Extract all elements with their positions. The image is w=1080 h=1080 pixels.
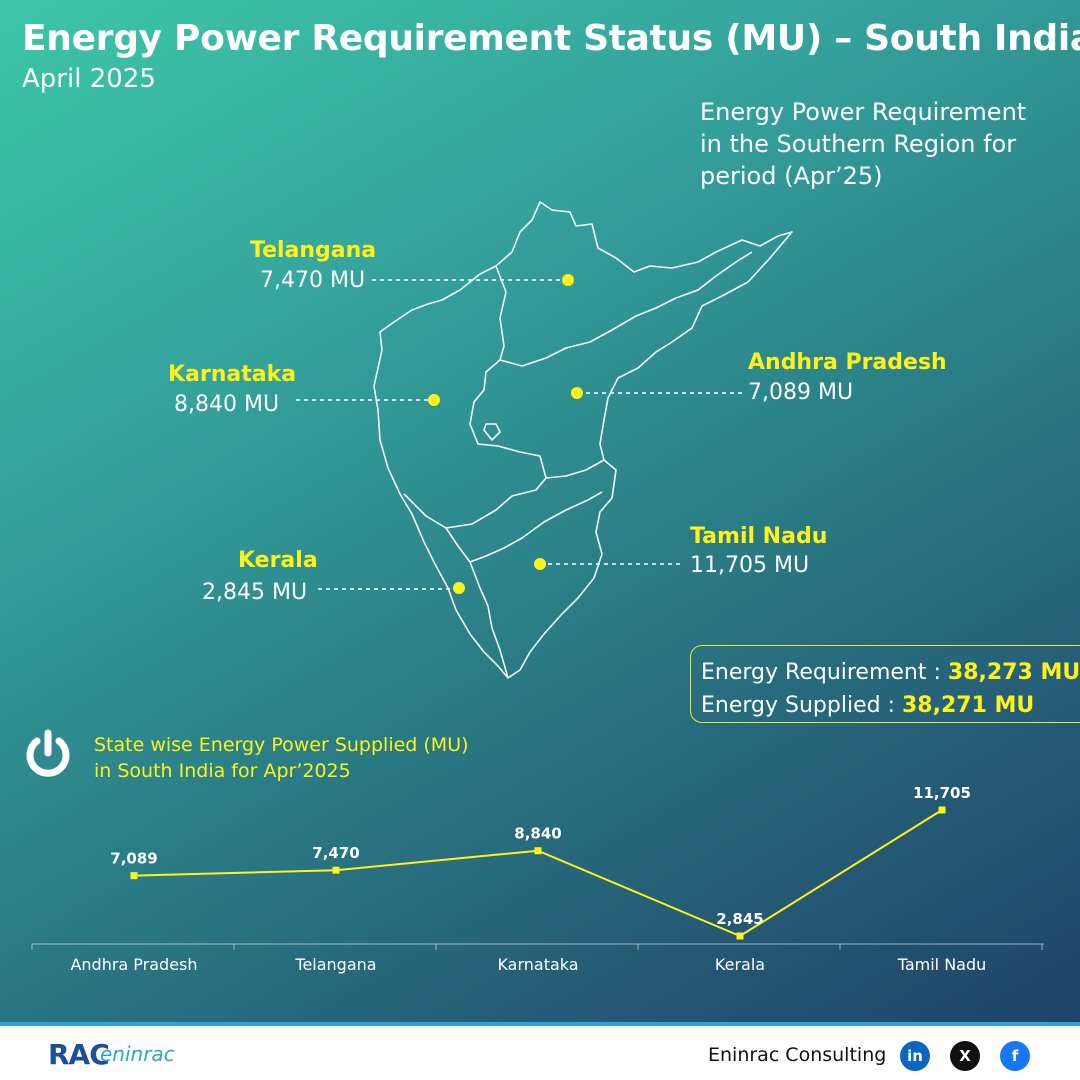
footer: RAC eninrac Eninrac Consulting in X f xyxy=(0,1022,1080,1080)
logo-main: RAC xyxy=(48,1038,110,1071)
energy-supplied-row: Energy Supplied : 38,271 MU xyxy=(701,689,1080,722)
data-label: 2,845 xyxy=(716,910,763,928)
page-title: Energy Power Requirement Status (MU) – S… xyxy=(22,18,1080,59)
label-telangana-value: 7,470 MU xyxy=(260,268,366,293)
label-telangana-name: Telangana xyxy=(250,238,377,263)
map-border-kerala xyxy=(445,527,509,679)
x-tick-label: Andhra Pradesh xyxy=(70,955,197,974)
chart-title-line: in South India for Apr’2025 xyxy=(94,760,351,782)
brand-name: Eninrac Consulting xyxy=(708,1044,887,1066)
data-point xyxy=(332,866,340,874)
data-label: 7,089 xyxy=(110,850,157,868)
data-point xyxy=(130,872,138,880)
energy-summary-box: Energy Requirement : 38,273 MU Energy Su… xyxy=(690,645,1080,723)
dot-kerala xyxy=(453,582,465,594)
chart-title-line: State wise Energy Power Supplied (MU) xyxy=(94,734,469,756)
data-label: 11,705 xyxy=(913,784,971,802)
label-andhra-value: 7,089 MU xyxy=(748,380,854,405)
data-point xyxy=(736,932,744,940)
data-point xyxy=(938,806,946,814)
label-tamil-value: 11,705 MU xyxy=(690,553,810,578)
page-subtitle: April 2025 xyxy=(22,64,156,94)
region-description-line: Energy Power Requirement xyxy=(700,98,1027,126)
linkedin-icon[interactable]: in xyxy=(900,1041,930,1071)
dot-tamil xyxy=(534,558,546,570)
energy-supplied-value: 38,271 MU xyxy=(901,693,1035,718)
dot-andhra xyxy=(571,387,583,399)
map-border-tn xyxy=(545,459,605,479)
region-description: Energy Power Requirement in the Southern… xyxy=(700,96,1060,192)
data-label: 7,470 xyxy=(312,844,359,862)
energy-requirement-value: 38,273 MU xyxy=(947,660,1080,685)
x-tick-label: Tamil Nadu xyxy=(897,955,987,974)
dot-telangana xyxy=(562,274,574,286)
label-andhra-name: Andhra Pradesh xyxy=(748,350,947,375)
label-karnataka-value: 8,840 MU xyxy=(174,392,280,417)
x-tick-label: Kerala xyxy=(715,955,765,974)
region-description-line: period (Apr’25) xyxy=(700,162,883,190)
chart-title: State wise Energy Power Supplied (MU) in… xyxy=(94,732,469,784)
x-tick-label: Karnataka xyxy=(497,955,578,974)
facebook-icon[interactable]: f xyxy=(1000,1041,1030,1071)
label-kerala-value: 2,845 MU xyxy=(202,580,308,605)
label-kerala-name: Kerala xyxy=(238,548,318,573)
map-border-karnataka-andhra xyxy=(403,359,547,529)
map-border-telangana xyxy=(495,251,753,367)
data-label: 8,840 xyxy=(514,825,561,843)
energy-requirement-label: Energy Requirement : xyxy=(701,660,948,685)
dot-karnataka xyxy=(428,394,440,406)
map-border-goa xyxy=(483,423,501,441)
energy-requirement-row: Energy Requirement : 38,273 MU xyxy=(701,656,1080,689)
supplied-line-chart: 7,089 7,470 8,840 2,845 11,705 Andhra Prades… xyxy=(31,784,1044,974)
label-tamil-name: Tamil Nadu xyxy=(690,524,828,549)
logo-sub: eninrac xyxy=(100,1042,175,1066)
label-karnataka-name: Karnataka xyxy=(168,362,297,387)
map-border-tn-inner xyxy=(469,491,603,563)
map-outer-outline xyxy=(373,201,793,679)
region-description-line: in the Southern Region for xyxy=(700,130,1017,158)
x-icon[interactable]: X xyxy=(950,1041,980,1071)
energy-supplied-label: Energy Supplied : xyxy=(701,693,902,718)
power-icon xyxy=(26,729,70,777)
data-point xyxy=(534,847,542,855)
x-tick-label: Telangana xyxy=(294,955,376,974)
